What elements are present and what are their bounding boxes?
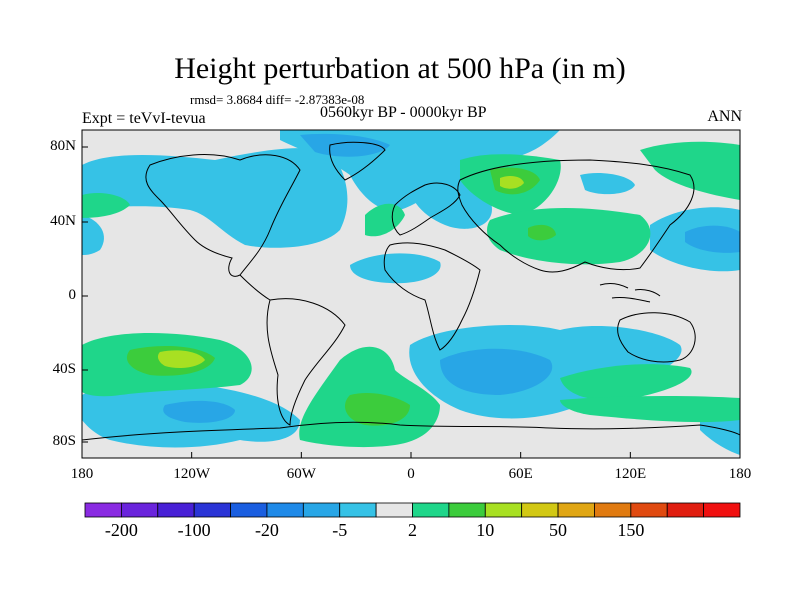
lat-tick-label: 80S <box>52 433 76 449</box>
colorbar-swatch <box>157 502 195 518</box>
lat-tick-label: 40S <box>52 361 76 377</box>
contour-green-indian-ocean <box>560 364 692 401</box>
contour-green-antarctic <box>560 395 740 423</box>
colorbar-swatch <box>339 502 377 518</box>
coastline-central-america <box>239 274 271 301</box>
colorbar-swatch <box>302 502 341 518</box>
contour-blue-west-edge <box>82 215 104 255</box>
colorbar-swatch <box>557 502 595 518</box>
contour-blue-north-pacific <box>82 148 348 248</box>
lon-tick-label: 120E <box>614 466 647 482</box>
period-label: 0560kyr BP - 0000kyr BP <box>320 104 487 121</box>
contour-green-arctic-east <box>640 141 740 200</box>
colorbar-label: 10 <box>476 520 495 540</box>
contour-deepblue-arctic <box>300 133 390 157</box>
season-label: ANN <box>707 108 742 125</box>
colorbar-label: 50 <box>549 520 568 540</box>
colorbar-swatch <box>266 502 304 518</box>
colorbar-swatch <box>666 502 705 518</box>
colorbar-swatch <box>521 502 559 518</box>
colorbar-swatch <box>84 502 122 518</box>
coastline-australia <box>617 312 696 363</box>
colorbar-swatch <box>193 502 231 518</box>
coastline-europe <box>391 182 461 236</box>
coastline-indonesia <box>599 283 661 303</box>
contour-yellow-south-pacific <box>157 350 205 368</box>
lon-tick-label: 0 <box>407 466 415 482</box>
contour-fields <box>82 130 740 455</box>
lat-tick-label: 80N <box>50 138 76 154</box>
contour-blue-north-africa <box>350 253 441 284</box>
contour-darkgreen-south-atlantic <box>345 393 410 426</box>
lon-tick-label: 180 <box>728 466 752 482</box>
colorbar-swatch <box>448 502 486 518</box>
colorbar-label: -200 <box>104 520 138 540</box>
experiment-label: Expt = teVvI-tevua <box>82 110 206 127</box>
contour-blue-southeast-edge <box>700 416 740 455</box>
colorbar <box>84 502 741 518</box>
colorbar-swatch <box>230 502 268 518</box>
coastline-antarctica <box>82 421 740 441</box>
contour-deepblue-south-pacific <box>163 400 235 423</box>
map-title: Height perturbation at 500 hPa (in m) <box>174 52 626 85</box>
contour-darkgreen-middle-east <box>528 224 556 241</box>
coastline-africa <box>383 242 481 351</box>
contour-green-north-pacific-edge <box>82 193 130 218</box>
stats-text: rmsd= 3.8684 diff= -2.87383e-08 <box>190 92 365 107</box>
contour-deepblue-south-atlantic <box>440 348 553 395</box>
lon-tick-label: 120W <box>173 466 210 482</box>
lon-tick-label: 60W <box>286 466 316 482</box>
lon-tick-label: 180 <box>70 466 94 482</box>
lat-tick-label: 40N <box>50 213 76 229</box>
colorbar-label: -20 <box>254 520 279 540</box>
colorbar-swatch <box>120 502 159 518</box>
coastline-north-america <box>145 154 301 277</box>
lat-tick-label: 0 <box>68 287 77 303</box>
coastline-south-america <box>266 298 346 426</box>
coastline-asia <box>457 159 695 273</box>
contour-green-middle-east <box>487 208 651 265</box>
contour-yellow-asia <box>500 175 524 189</box>
colorbar-swatch <box>703 502 741 518</box>
colorbar-label: -5 <box>332 520 348 540</box>
lon-tick-label: 60E <box>508 466 533 482</box>
colorbar-swatch <box>484 502 523 518</box>
colorbar-swatch <box>594 502 632 518</box>
coastline-greenland <box>329 141 386 181</box>
colorbar-swatch <box>412 502 450 518</box>
contour-green-north-atlantic <box>365 203 405 237</box>
colorbar-swatch <box>375 502 413 518</box>
contour-deepblue-west-pacific <box>685 225 740 253</box>
colorbar-swatch <box>630 502 668 518</box>
colorbar-label: 2 <box>408 520 417 540</box>
continent-outlines <box>82 141 740 441</box>
colorbar-label: 150 <box>617 520 645 540</box>
contour-blue-central-asia <box>580 173 635 195</box>
colorbar-label: -100 <box>177 520 211 540</box>
contour-blue-europe <box>409 150 492 229</box>
